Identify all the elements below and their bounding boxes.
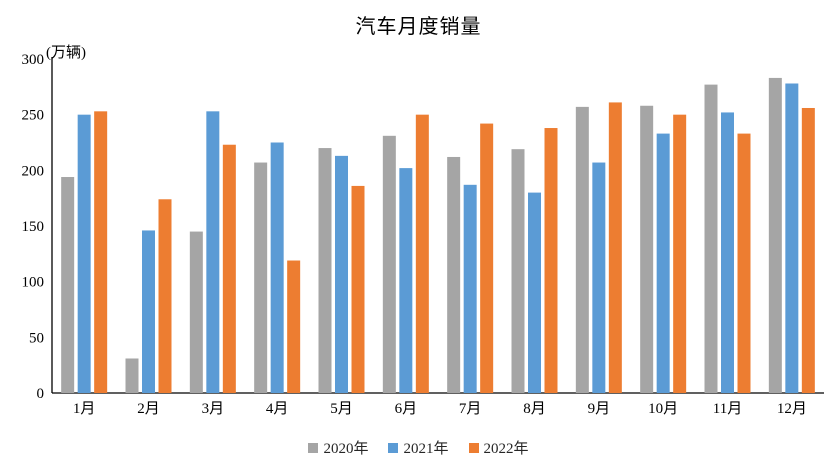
bar-2020年-8月: [511, 149, 525, 393]
bar-2022年-5月: [351, 185, 365, 393]
x-axis-label: 2月: [137, 401, 160, 417]
legend-swatch-icon: [468, 442, 479, 453]
legend-label: 2021年: [403, 441, 449, 457]
legend-swatch-icon: [308, 442, 319, 453]
x-axis-label: 11月: [713, 401, 742, 417]
legend-item-2020年: 2020年: [308, 437, 368, 458]
x-axis-label: 7月: [459, 401, 482, 417]
bar-2020年-5月: [318, 148, 332, 393]
x-axis-label: 12月: [777, 401, 807, 417]
legend-label: 2022年: [483, 441, 529, 457]
x-axis-label: 4月: [266, 401, 289, 417]
bar-2021年-7月: [463, 184, 477, 393]
x-axis-label: 8月: [523, 401, 546, 417]
x-axis-label: 9月: [588, 401, 611, 417]
bar-2020年-11月: [704, 84, 718, 394]
y-tick-label: 200: [22, 163, 45, 179]
bar-2021年-8月: [528, 192, 541, 393]
bar-2021年-5月: [335, 155, 348, 393]
legend-item-2022年: 2022年: [468, 437, 529, 458]
bar-2021年-3月: [206, 111, 220, 394]
bar-2022年-1月: [94, 111, 108, 394]
bar-2020年-6月: [382, 135, 396, 393]
bar-2021年-2月: [142, 230, 155, 393]
bar-2022年-10月: [673, 114, 687, 394]
x-axis-label: 3月: [202, 401, 225, 417]
bar-2020年-1月: [61, 177, 75, 393]
legend-swatch-icon: [388, 442, 399, 453]
bar-2021年-10月: [656, 133, 670, 394]
bar-2022年-2月: [158, 199, 172, 393]
bar-2022年-8月: [544, 128, 558, 393]
bar-2021年-9月: [592, 162, 606, 393]
bar-2021年-6月: [399, 168, 413, 393]
chart-title: 汽车月度销量: [355, 16, 482, 38]
bar-2022年-12月: [801, 107, 815, 393]
bar-2020年-2月: [125, 358, 139, 393]
bar-2020年-9月: [575, 106, 589, 393]
bar-2020年-12月: [768, 77, 782, 393]
bar-2022年-7月: [480, 123, 494, 393]
y-tick-label: 250: [22, 108, 45, 124]
bar-2022年-6月: [415, 114, 429, 394]
bar-2020年-10月: [640, 105, 654, 393]
x-axis-label: 1月: [73, 401, 96, 417]
x-axis-label: 5月: [330, 401, 353, 417]
legend: 2020年 2021年 2022年: [0, 437, 837, 458]
bar-2021年-4月: [270, 142, 284, 393]
bar-2022年-11月: [737, 133, 751, 394]
x-axis-label: 10月: [648, 401, 678, 417]
legend-label: 2020年: [323, 441, 369, 457]
bar-2020年-3月: [189, 231, 203, 393]
bar-2021年-12月: [785, 83, 799, 393]
y-tick-label: 300: [22, 52, 45, 68]
x-axis-label: 6月: [395, 401, 418, 417]
bar-2020年-7月: [447, 156, 461, 393]
y-tick-label: 150: [22, 219, 45, 235]
y-tick-label: 50: [29, 330, 44, 346]
bar-2021年-1月: [77, 114, 91, 394]
bar-2022年-9月: [608, 102, 622, 394]
bar-2022年-3月: [222, 144, 236, 393]
bar-2022年-4月: [287, 260, 301, 393]
bar-2021年-11月: [721, 112, 734, 393]
y-axis-unit-label: (万辆): [46, 45, 86, 61]
bar-2020年-4月: [254, 162, 268, 393]
legend-item-2021年: 2021年: [388, 437, 449, 458]
y-tick-label: 0: [37, 386, 45, 402]
y-tick-label: 100: [22, 275, 45, 291]
